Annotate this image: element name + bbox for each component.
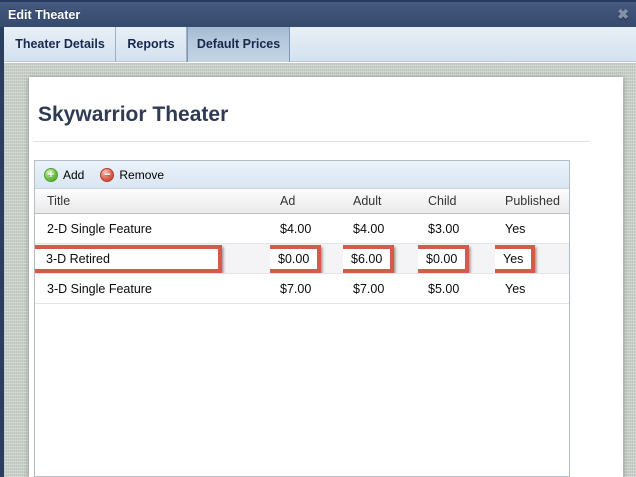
column-header-title[interactable]: Title [47, 194, 71, 208]
remove-button-label: Remove [119, 167, 165, 182]
dialog-titlebar[interactable]: Edit Theater ✖ [0, 0, 636, 27]
column-header-adult[interactable]: Adult [353, 194, 382, 208]
remove-icon: − [100, 167, 115, 182]
cell-published: Yes [505, 281, 526, 296]
add-button-label: Add [63, 167, 85, 182]
table-row[interactable]: 3-D Single Feature $7.00 $7.00 $5.00 Yes [35, 274, 569, 304]
grid-toolbar: + Add − Remove [35, 161, 569, 189]
add-icon: + [44, 167, 58, 182]
cell-published: Yes [495, 244, 569, 273]
content-panel: Skywarrior Theater + Add − Remove Title … [29, 77, 623, 477]
heading-divider [33, 141, 590, 142]
cell-child: $3.00 [428, 221, 460, 236]
table-header-row: Title Ad Adult Child Published [35, 189, 569, 214]
cell-published: Yes [505, 221, 526, 236]
dialog-title: Edit Theater [8, 7, 81, 22]
cell-adult: $4.00 [353, 221, 385, 236]
cell-title: 2-D Single Feature [47, 221, 152, 236]
cell-ad: $7.00 [280, 281, 312, 296]
cell-adult: $7.00 [353, 281, 385, 296]
table-body: 2-D Single Feature $4.00 $4.00 $3.00 Yes 3-D … [35, 214, 569, 304]
cell-child: $5.00 [428, 281, 460, 296]
page-title: Skywarrior Theater [38, 103, 229, 126]
tab-theater-details[interactable]: Theater Details [5, 27, 116, 62]
annotation-box: $6.00 [343, 244, 395, 273]
tab-reports[interactable]: Reports [116, 27, 187, 62]
cell-ad: $4.00 [280, 221, 312, 236]
annotation-box: $0.00 [418, 244, 470, 273]
table-row[interactable]: 3-D Retired $0.00 $6.00 $0.00 Yes [35, 244, 569, 274]
cell-child: $0.00 [418, 244, 495, 273]
annotation-box: Yes [495, 244, 536, 273]
cell-title: 3-D Retired [35, 244, 270, 273]
remove-button[interactable]: − Remove [100, 167, 165, 182]
cell-adult: $6.00 [343, 244, 418, 273]
column-header-published[interactable]: Published [505, 194, 560, 208]
annotation-box: 3-D Retired [35, 244, 222, 273]
prices-grid: + Add − Remove Title Ad Adult Child Publ… [34, 160, 570, 477]
annotation-box: $0.00 [270, 244, 322, 273]
add-button[interactable]: + Add [44, 167, 85, 182]
tab-bar: Theater Details Reports Default Prices [0, 27, 636, 62]
cell-title: 3-D Single Feature [47, 281, 152, 296]
table-row[interactable]: 2-D Single Feature $4.00 $4.00 $3.00 Yes [35, 214, 569, 244]
tab-default-prices[interactable]: Default Prices [187, 27, 290, 62]
column-header-ad[interactable]: Ad [280, 194, 296, 208]
column-header-child[interactable]: Child [428, 194, 457, 208]
cell-ad: $0.00 [270, 244, 343, 273]
dialog-left-border [0, 27, 4, 477]
close-icon[interactable]: ✖ [617, 6, 629, 22]
dialog-content: Skywarrior Theater + Add − Remove Title … [0, 63, 636, 477]
